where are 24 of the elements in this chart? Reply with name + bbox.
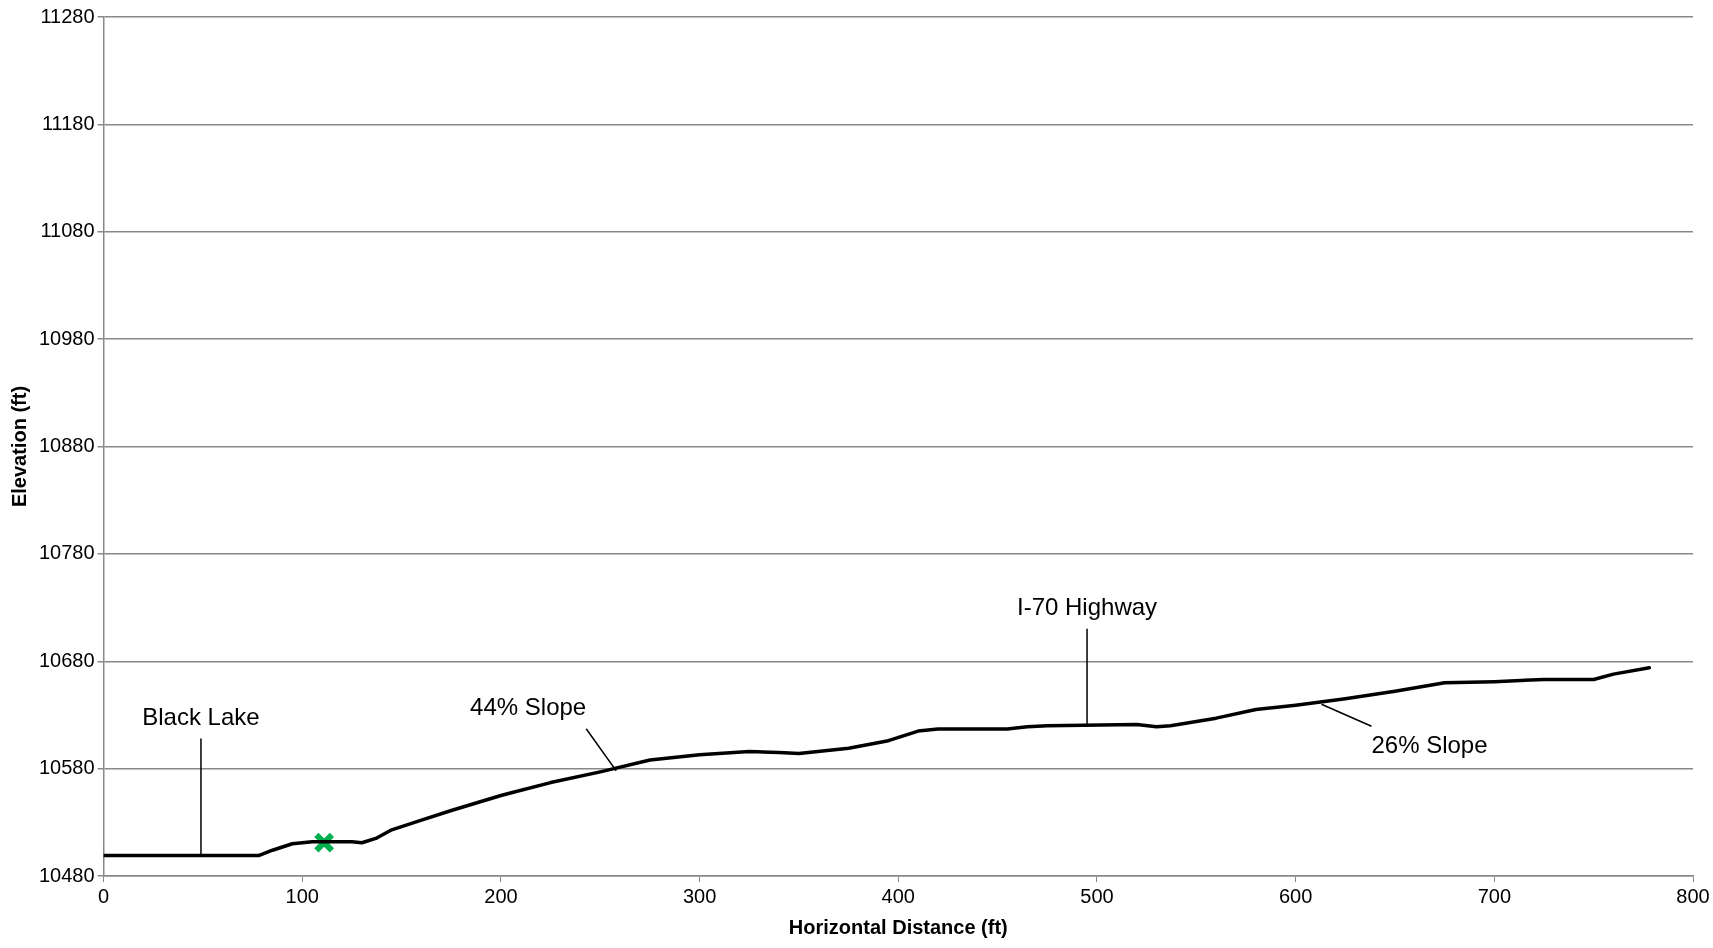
y-tick-label: 10480 — [38, 863, 95, 886]
annotation: I-70 Highway — [1017, 593, 1158, 621]
x-tick-label: 200 — [484, 884, 518, 907]
x-axis-title: Horizontal Distance (ft) — [788, 915, 1008, 938]
x-tick-label: 400 — [881, 884, 915, 907]
annotation: Black Lake — [142, 703, 260, 731]
y-tick-label: 11180 — [41, 111, 95, 134]
annotation: 26% Slope — [1371, 730, 1488, 758]
x-tick-label: 500 — [1080, 884, 1114, 907]
x-tick-label: 300 — [682, 884, 717, 907]
annotation: 44% Slope — [470, 693, 587, 721]
x-tick-label: 100 — [285, 884, 319, 907]
x-tick-label: 0 — [98, 884, 110, 907]
y-tick-label: 10580 — [38, 756, 95, 779]
x-tick-label: 700 — [1477, 884, 1512, 907]
y-tick-label: 11280 — [40, 4, 95, 27]
y-tick-label: 10880 — [38, 434, 95, 457]
y-axis-title: Elevation (ft) — [7, 385, 30, 508]
y-tick-label: 11080 — [40, 219, 95, 242]
y-tick-label: 10980 — [38, 326, 95, 349]
y-tick-label: 10680 — [38, 648, 95, 671]
x-tick-label: 600 — [1278, 884, 1313, 907]
y-tick-label: 10780 — [38, 541, 95, 564]
x-tick-label: 800 — [1676, 884, 1710, 907]
